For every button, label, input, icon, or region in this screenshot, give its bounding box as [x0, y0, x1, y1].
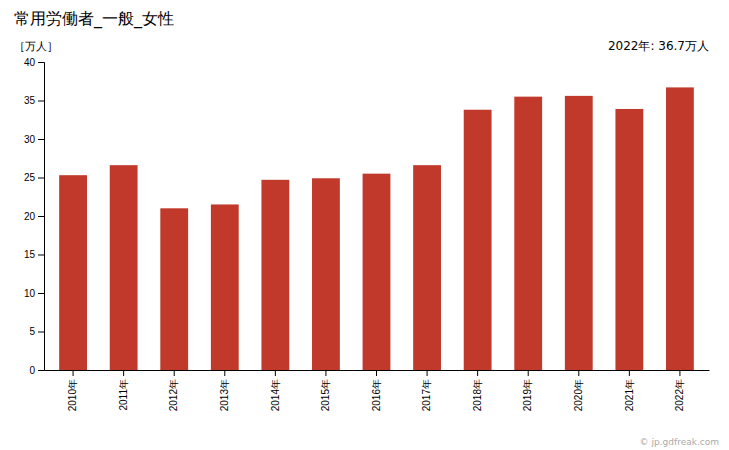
- x-tick-label: 2019年: [522, 379, 533, 411]
- y-tick-mark: [38, 139, 44, 140]
- bars: [59, 87, 694, 370]
- y-tick: 10: [24, 288, 44, 299]
- x-tick-mark: [629, 370, 630, 376]
- x-tick-mark: [477, 370, 478, 376]
- bar: [464, 110, 492, 370]
- chart-svg: 0 5 10 15 20 25 30 35 40 2010年 2011年 2012年 2013年 2014…: [0, 0, 729, 450]
- y-tick-label: 30: [24, 134, 36, 145]
- x-tick-label: 2018年: [472, 379, 483, 411]
- x-tick-mark: [376, 370, 377, 376]
- plot: 0 5 10 15 20 25 30 35 40 2010年 2011年 2012年 2013年 2014…: [24, 57, 710, 412]
- x-tick-mark: [427, 370, 428, 376]
- x-tick: 2022年: [674, 370, 685, 411]
- y-tick-mark: [38, 101, 44, 102]
- x-tick-label: 2022年: [674, 379, 685, 411]
- x-tick-label: 2016年: [371, 379, 382, 411]
- title: 常用労働者_一般_女性: [14, 9, 174, 29]
- x-tick-mark: [224, 370, 225, 376]
- y-tick: 20: [24, 211, 44, 222]
- chart-container: 0 5 10 15 20 25 30 35 40 2010年 2011年 2012年 2013年 2014…: [0, 0, 729, 450]
- x-tick: 2010年: [67, 370, 78, 411]
- bar: [160, 208, 188, 370]
- bar: [110, 165, 138, 370]
- y-tick-mark: [38, 293, 44, 294]
- x-tick-label: 2014年: [270, 379, 281, 411]
- y-tick: 35: [24, 95, 44, 106]
- y-tick: 25: [24, 172, 44, 183]
- y-tick-mark: [38, 370, 44, 371]
- x-tick-label: 2011年: [118, 379, 129, 411]
- bar: [312, 178, 340, 370]
- bar: [565, 96, 593, 370]
- y-tick-label: 5: [29, 326, 35, 337]
- x-tick-mark: [174, 370, 175, 376]
- x-tick: 2013年: [219, 370, 230, 411]
- y-axis-label: ［万人］: [14, 40, 58, 53]
- x-tick-mark: [73, 370, 74, 376]
- x-tick-mark: [679, 370, 680, 376]
- y-tick: 0: [29, 365, 44, 376]
- watermark: © jp.gdfreak.com: [640, 437, 719, 447]
- y-axis: 0 5 10 15 20 25 30 35 40: [24, 57, 45, 376]
- bar: [666, 87, 694, 370]
- x-tick-label: 2017年: [421, 379, 432, 411]
- y-tick-label: 35: [24, 95, 36, 106]
- x-tick-label: 2013年: [219, 379, 230, 411]
- bar: [261, 180, 289, 370]
- x-tick: 2015年: [320, 370, 331, 411]
- x-tick-mark: [275, 370, 276, 376]
- x-tick: 2021年: [624, 370, 635, 411]
- bar: [363, 174, 391, 370]
- x-tick-label: 2021年: [624, 379, 635, 411]
- y-tick: 15: [24, 249, 44, 260]
- x-tick-mark: [578, 370, 579, 376]
- y-tick-label: 15: [24, 249, 36, 260]
- y-axis-line: [38, 63, 45, 371]
- x-tick-label: 2012年: [168, 379, 179, 411]
- x-tick: 2014年: [270, 370, 281, 411]
- y-tick-label: 0: [29, 365, 35, 376]
- bar: [413, 165, 441, 370]
- x-tick-label: 2015年: [320, 379, 331, 411]
- x-tick: 2020年: [573, 370, 584, 411]
- x-tick: 2011年: [118, 370, 129, 411]
- x-tick-mark: [123, 370, 124, 376]
- y-tick-label: 20: [24, 211, 36, 222]
- y-tick-mark: [38, 255, 44, 256]
- x-tick: 2018年: [472, 370, 483, 411]
- bar: [615, 109, 643, 370]
- x-tick-mark: [528, 370, 529, 376]
- x-tick: 2019年: [522, 370, 533, 411]
- x-axis: 2010年 2011年 2012年 2013年 2014年 2015年 2016年 2017年…: [45, 370, 710, 411]
- y-tick-label: 10: [24, 288, 36, 299]
- y-tick: 40: [24, 57, 44, 68]
- y-tick: 30: [24, 134, 44, 145]
- bar: [211, 204, 239, 370]
- y-tick-mark: [38, 62, 44, 63]
- y-tick-mark: [38, 332, 44, 333]
- x-tick-mark: [325, 370, 326, 376]
- bar: [59, 175, 87, 370]
- x-tick: 2012年: [168, 370, 179, 411]
- annotation: 2022年: 36.7万人: [608, 39, 709, 53]
- bar: [514, 97, 542, 370]
- y-tick-mark: [38, 178, 44, 179]
- x-tick-label: 2020年: [573, 379, 584, 411]
- y-tick-mark: [38, 216, 44, 217]
- x-tick: 2017年: [421, 370, 432, 411]
- y-tick: 5: [29, 326, 44, 337]
- y-tick-label: 40: [24, 57, 36, 68]
- x-tick-label: 2010年: [67, 379, 78, 411]
- x-tick: 2016年: [371, 370, 382, 411]
- y-tick-label: 25: [24, 172, 36, 183]
